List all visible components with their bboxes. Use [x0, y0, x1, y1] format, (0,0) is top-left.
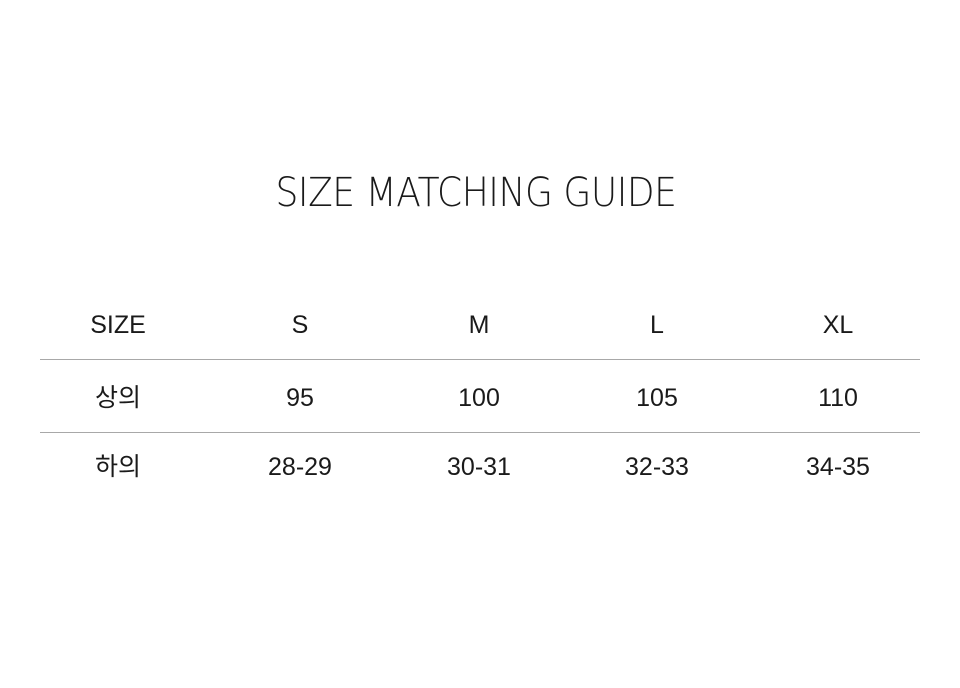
row-label: 하의	[94, 453, 141, 481]
table-header-row: SIZE S M L XL	[0, 305, 960, 345]
page-title: SIZE MATCHING GUIDE	[275, 170, 677, 216]
header-cell: XL	[822, 311, 854, 339]
table-row: 상의 95 100 105 110	[0, 378, 960, 418]
table-cell: 32-33	[625, 453, 689, 481]
header-cell: L	[650, 311, 664, 339]
table-cell: 100	[458, 384, 500, 412]
table-cell: 95	[286, 384, 314, 412]
table-cell: 30-31	[447, 453, 511, 481]
header-cell: S	[291, 311, 309, 339]
header-cell: SIZE	[90, 311, 146, 339]
divider	[40, 359, 920, 360]
table-row: 하의 28-29 30-31 32-33 34-35	[0, 447, 960, 487]
divider	[40, 432, 920, 433]
table-cell: 105	[636, 384, 678, 412]
header-cell: M	[468, 311, 490, 339]
table-cell: 28-29	[268, 453, 332, 481]
table-cell: 110	[818, 384, 858, 412]
row-label: 상의	[94, 384, 141, 412]
table-cell: 34-35	[806, 453, 870, 481]
